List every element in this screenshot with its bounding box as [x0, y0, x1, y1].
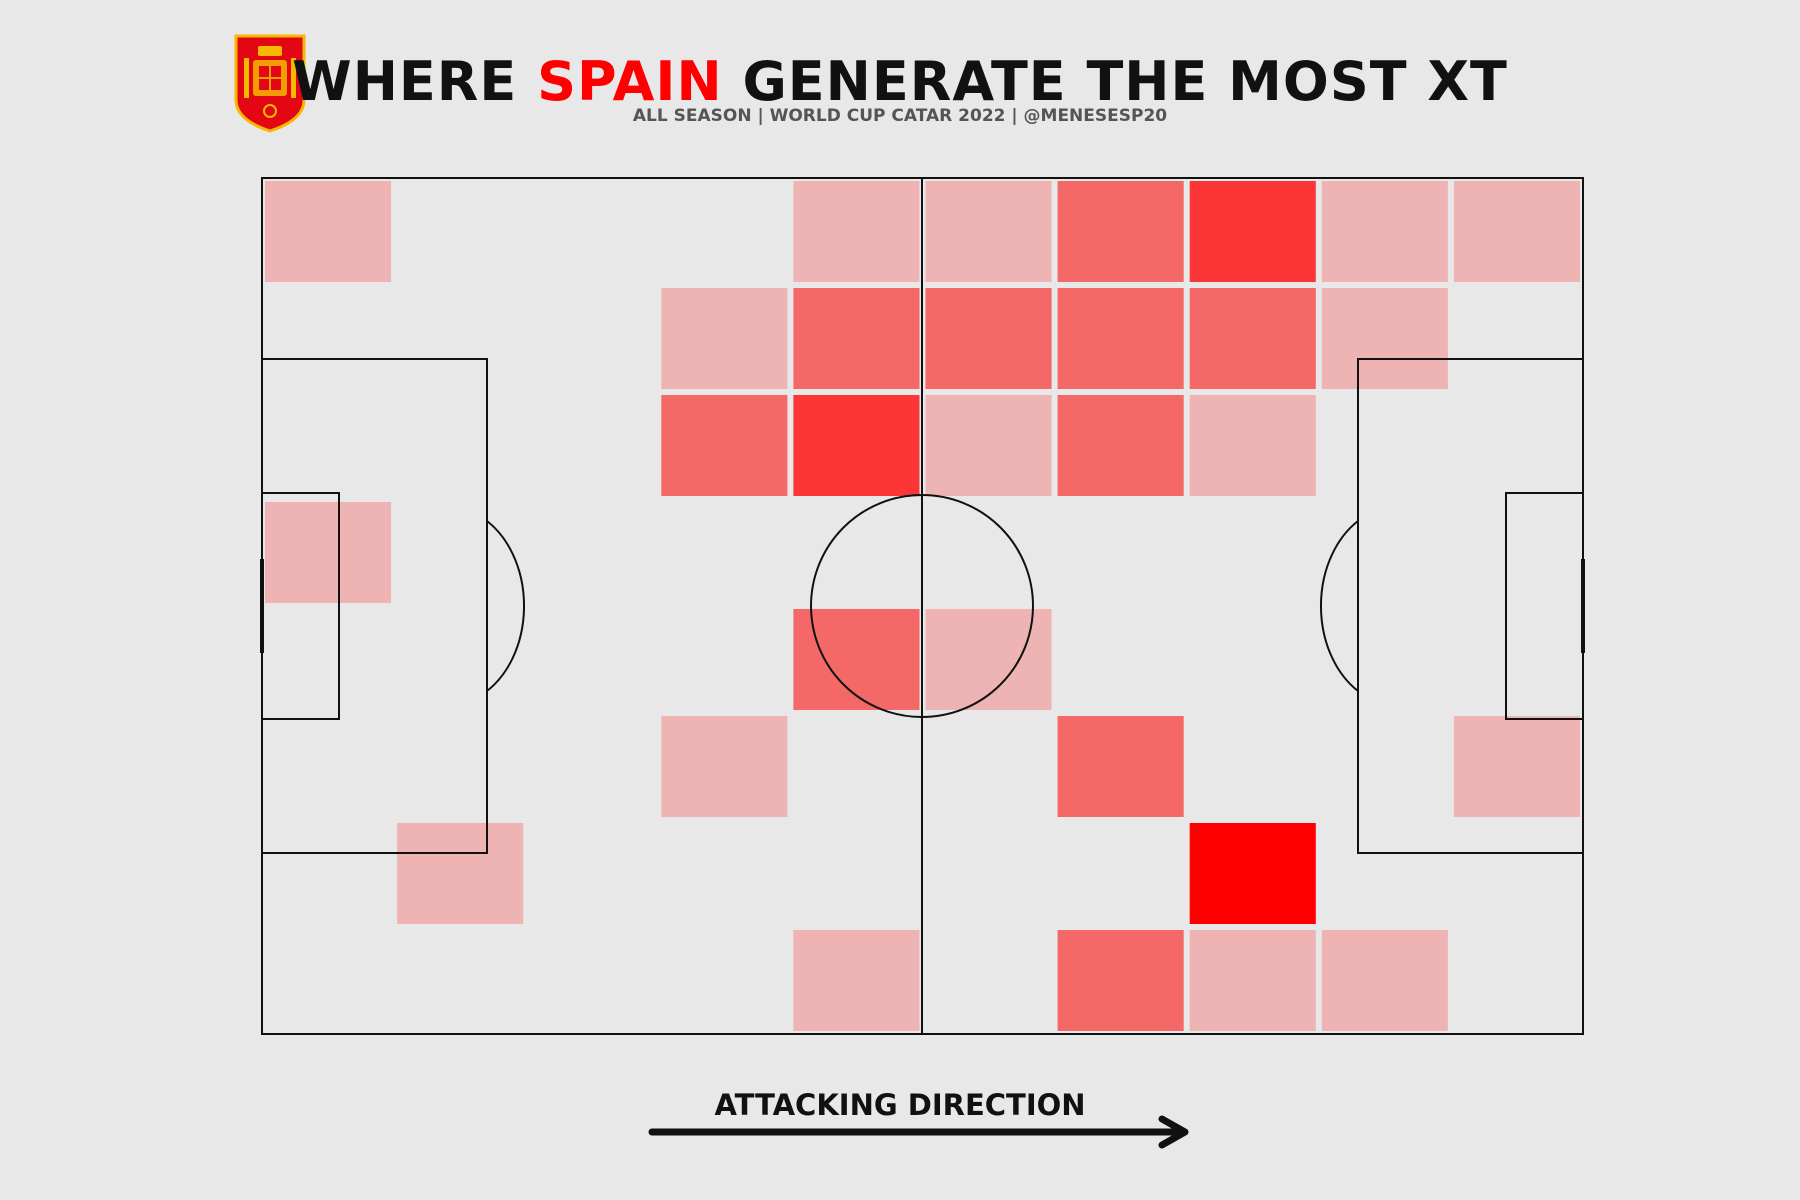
title-part-2: GENERATE THE MOST XT [723, 50, 1508, 113]
heatmap-cell-r7-c8 [1321, 930, 1448, 1031]
left-penalty-box [261, 358, 488, 854]
heatmap-cell-r6-c7 [1189, 823, 1316, 924]
heatmap-cell-r7-c7 [1189, 930, 1316, 1031]
attacking-direction-arrow-icon [648, 1115, 1189, 1149]
spain-crest-icon [234, 34, 306, 133]
left-penalty-arc [486, 520, 525, 692]
heatmap-cell-r0-c4 [793, 181, 920, 282]
heatmap-cell-r2-c3 [661, 395, 788, 496]
right-six-yard-box [1505, 492, 1584, 720]
heatmap-cell-r4-c4 [793, 609, 920, 710]
title-highlight-team: SPAIN [537, 50, 723, 113]
heatmap-cell-r2-c4 [793, 395, 920, 496]
heatmap-cell-r3-c0 [265, 502, 392, 603]
heatmap-cell-r1-c5 [925, 288, 1052, 389]
heatmap-cell-r1-c6 [1057, 288, 1184, 389]
heatmap-cell-r1-c8 [1321, 288, 1448, 389]
chart-subtitle: ALL SEASON | WORLD CUP CATAR 2022 | @MEN… [633, 106, 1167, 126]
heatmap-cell-r5-c9 [1453, 716, 1580, 817]
heatmap-cell-r0-c7 [1189, 181, 1316, 282]
heatmap-cell-r2-c7 [1189, 395, 1316, 496]
attacking-direction-label: ATTACKING DIRECTION [714, 1088, 1085, 1122]
heatmap-cell-r7-c4 [793, 930, 920, 1031]
heatmap-cell-r5-c3 [661, 716, 788, 817]
heatmap-cell-r6-c1 [397, 823, 524, 924]
heatmap-cell-r1-c3 [661, 288, 788, 389]
heatmap-cell-r5-c6 [1057, 716, 1184, 817]
heatmap-cell-r7-c6 [1057, 930, 1184, 1031]
heatmap-cell-r2-c5 [925, 395, 1052, 496]
right-penalty-arc [1320, 520, 1359, 692]
heatmap-cell-r0-c9 [1453, 181, 1580, 282]
heatmap-cell-r0-c6 [1057, 181, 1184, 282]
chart-title: WHERE SPAIN GENERATE THE MOST XT [292, 50, 1508, 113]
center-circle [810, 494, 1034, 718]
title-part-1: WHERE [292, 50, 537, 113]
heatmap-cell-r1-c4 [793, 288, 920, 389]
pitch-markings [260, 177, 1585, 1035]
heatmap-cell-r0-c8 [1321, 181, 1448, 282]
heatmap-cell-r0-c0 [265, 181, 392, 282]
heatmap-cell-r1-c7 [1189, 288, 1316, 389]
heatmap-cells [265, 181, 1580, 1031]
heatmap-cell-r0-c5 [925, 181, 1052, 282]
heatmap-cell-r2-c6 [1057, 395, 1184, 496]
